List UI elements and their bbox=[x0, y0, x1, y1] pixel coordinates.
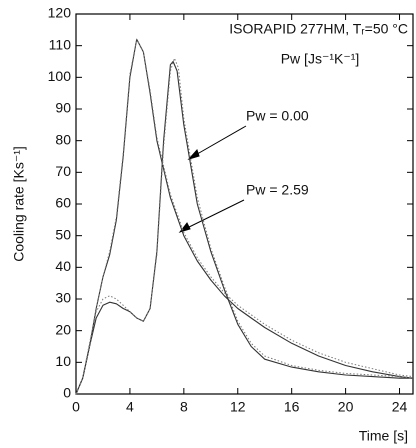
y-tick-label: 60 bbox=[55, 195, 71, 211]
line bbox=[75, 57, 414, 395]
y-tick-label: 50 bbox=[55, 226, 71, 242]
y-tick-label: 100 bbox=[48, 68, 72, 84]
annotation: Pw = 0.00 bbox=[246, 108, 309, 124]
x-tick-label: 8 bbox=[180, 399, 188, 415]
y-tick-label: 90 bbox=[55, 100, 71, 116]
y-tick-label: 30 bbox=[55, 290, 71, 306]
line bbox=[75, 60, 413, 395]
x-tick-label: 20 bbox=[338, 399, 354, 415]
line bbox=[75, 38, 414, 395]
y-tick-label: 20 bbox=[55, 321, 71, 337]
x-axis-label: Time [s] bbox=[359, 428, 408, 444]
y-tick-label: 70 bbox=[55, 163, 71, 179]
x-tick-label: 12 bbox=[230, 399, 246, 415]
x-tick-label: 24 bbox=[392, 399, 408, 415]
chart-subtitle: Pw [Js⁻¹K⁻¹] bbox=[281, 51, 360, 67]
x-tick-label: 0 bbox=[72, 399, 80, 415]
y-tick-label: 0 bbox=[63, 385, 71, 401]
chart-title: ISORAPID 277HM, Tᵣ=50 °C bbox=[229, 21, 408, 37]
annotation: Pw = 2.59 bbox=[246, 182, 309, 198]
y-tick-label: 40 bbox=[55, 258, 71, 274]
y-tick-label: 110 bbox=[49, 36, 72, 52]
plot-frame bbox=[75, 13, 414, 395]
y-axis-label: Cooling rate [Ks⁻¹] bbox=[11, 146, 27, 262]
y-tick-label: 120 bbox=[48, 5, 72, 21]
arrows bbox=[178, 125, 247, 233]
y-tick-label: 80 bbox=[55, 131, 71, 147]
x-tick-label: 4 bbox=[126, 399, 134, 415]
x-tick-label: 16 bbox=[284, 399, 300, 415]
y-tick-label: 10 bbox=[55, 353, 71, 369]
line bbox=[75, 38, 414, 395]
